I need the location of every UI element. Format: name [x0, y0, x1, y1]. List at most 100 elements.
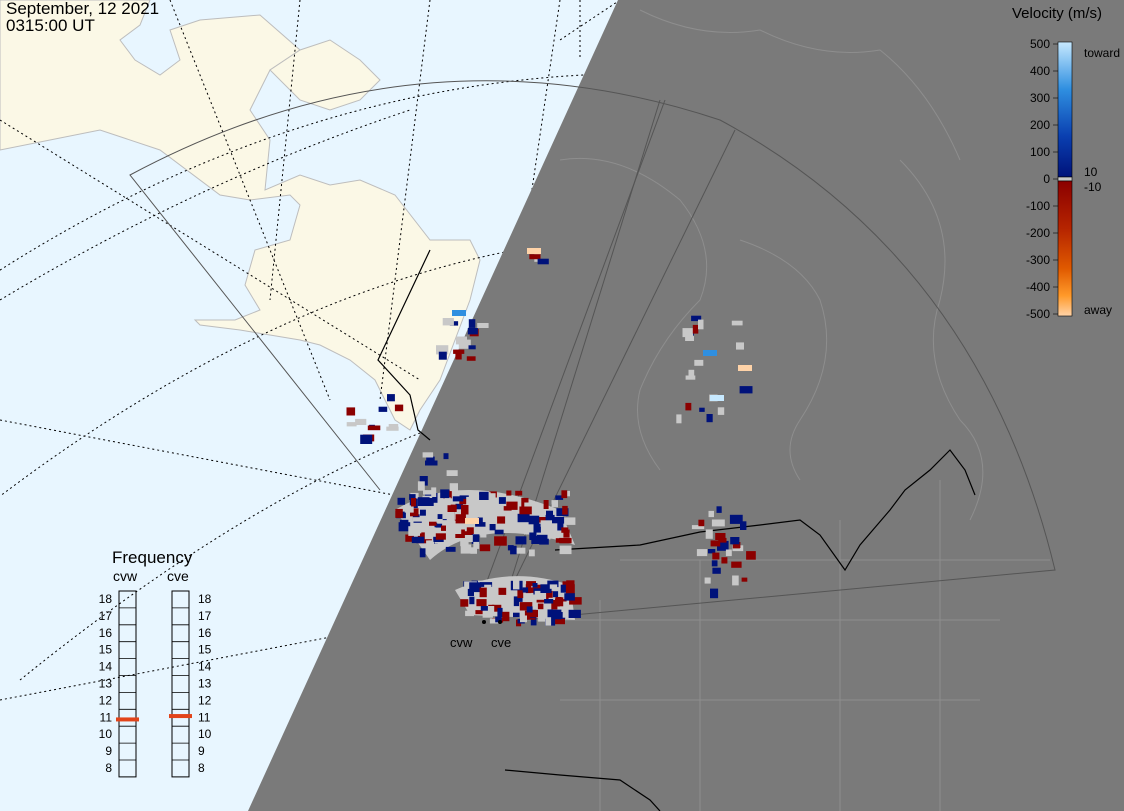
scatter-cell — [555, 495, 564, 500]
scatter-cell — [469, 494, 483, 502]
colorbar-tick-label: 500 — [1030, 37, 1050, 51]
scatter-cell-highlight — [738, 365, 752, 371]
scatter-cell — [497, 607, 503, 618]
scatter-cell — [489, 524, 496, 531]
scatter-cell — [397, 497, 406, 505]
scatter-cell — [461, 535, 473, 542]
freq-level-label: 9 — [105, 744, 112, 758]
scatter-cell — [521, 521, 531, 530]
scatter-cell — [688, 369, 695, 378]
scatter-cell — [731, 561, 742, 568]
scatter-cell — [732, 575, 739, 586]
scatter-cell — [685, 336, 694, 341]
scatter-cell — [718, 537, 727, 543]
scatter-cell — [437, 514, 447, 521]
scatter-cell — [436, 345, 449, 355]
scatter-cell — [551, 500, 558, 508]
freq-level-label: 16 — [99, 626, 113, 640]
colorbar-tick-label: -100 — [1026, 199, 1050, 213]
scatter-cell — [562, 610, 571, 618]
scatter-cell — [537, 517, 546, 523]
scatter-cell — [498, 497, 506, 504]
scatter-cell — [484, 584, 492, 595]
scatter-cell — [515, 490, 523, 496]
land-daylight — [0, 0, 481, 431]
scatter-cell — [562, 505, 568, 515]
scatter-cell — [480, 528, 487, 538]
freq-level-label: 14 — [198, 660, 212, 674]
scatter-cell — [483, 589, 492, 596]
scatter-cell — [468, 319, 476, 328]
freq-level-label: 11 — [100, 710, 113, 724]
scatter-cell — [445, 546, 456, 552]
freq-level-label: 17 — [99, 609, 113, 623]
scatter-cell — [446, 470, 458, 476]
scatter-cell — [716, 506, 722, 513]
scatter-cell — [559, 612, 566, 619]
scatter-cell — [394, 404, 404, 412]
scatter-cell — [691, 315, 702, 322]
scatter-cell — [522, 587, 529, 593]
scatter-cell — [730, 537, 740, 545]
scatter-cell — [426, 456, 435, 462]
scatter-cell — [515, 547, 526, 554]
scatter-cell — [434, 527, 447, 538]
freq-level-label: 10 — [99, 727, 113, 741]
scatter-cell-highlight — [465, 518, 479, 524]
scatter-cell — [708, 510, 714, 518]
colorbar-small-pos-label: 10 — [1084, 165, 1098, 179]
radar-scatter-cells — [346, 248, 756, 627]
scatter-cell-highlight — [527, 248, 541, 254]
scatter-cell — [530, 617, 537, 626]
scatter-cell — [404, 505, 414, 513]
freq-level-label: 15 — [198, 643, 212, 657]
scatter-cell — [442, 510, 450, 520]
scatter-cell — [470, 547, 477, 554]
scatter-cell — [410, 508, 419, 517]
scatter-cell — [706, 414, 713, 423]
scatter-cell — [367, 425, 381, 431]
scatter-cell — [559, 545, 572, 555]
scatter-cell — [479, 587, 487, 598]
scatter-cell — [431, 487, 437, 497]
scatter-cell-highlight — [710, 395, 724, 401]
scatter-cell — [475, 522, 486, 527]
scatter-cell — [443, 536, 454, 542]
scatter-cell — [399, 519, 409, 528]
freq-level-label: 14 — [99, 660, 113, 674]
scatter-cell — [497, 516, 506, 524]
colorbar-tick-label: 300 — [1030, 91, 1050, 105]
scatter-cell — [545, 616, 552, 626]
colorbar-tick-label: 200 — [1030, 118, 1050, 132]
scatter-cell — [537, 603, 544, 610]
freq-level-label: 12 — [99, 693, 113, 707]
scatter-cell — [531, 535, 543, 544]
scatter-cell — [473, 541, 480, 549]
scatter-cell — [466, 496, 476, 505]
scatter-cell — [520, 615, 527, 623]
scatter-cell — [491, 604, 502, 612]
freq-level-label: 18 — [198, 592, 212, 606]
scatter-cell — [526, 581, 536, 586]
scatter-cell — [711, 519, 725, 527]
scatter-cell — [417, 481, 425, 491]
scatter-cell — [537, 258, 549, 265]
colorbar-toward-label: toward — [1084, 46, 1120, 60]
scatter-cell — [559, 537, 572, 544]
scatter-cell — [552, 517, 565, 524]
scatter-cell — [509, 506, 516, 517]
scatter-cell — [564, 490, 570, 497]
scatter-cell — [425, 460, 438, 466]
scatter-cell — [517, 513, 530, 523]
scatter-cell — [429, 521, 437, 526]
scatter-cell — [711, 560, 718, 567]
scatter-cell — [438, 351, 447, 360]
radar-site-cvw — [482, 620, 486, 624]
colorbar-tick-label: -500 — [1026, 307, 1050, 321]
scatter-cell — [475, 610, 484, 615]
scatter-cell — [466, 527, 474, 534]
scatter-cell — [710, 588, 719, 599]
frequency-title: Frequency — [112, 548, 193, 567]
scatter-cell — [498, 587, 507, 595]
scatter-cell — [460, 537, 467, 547]
